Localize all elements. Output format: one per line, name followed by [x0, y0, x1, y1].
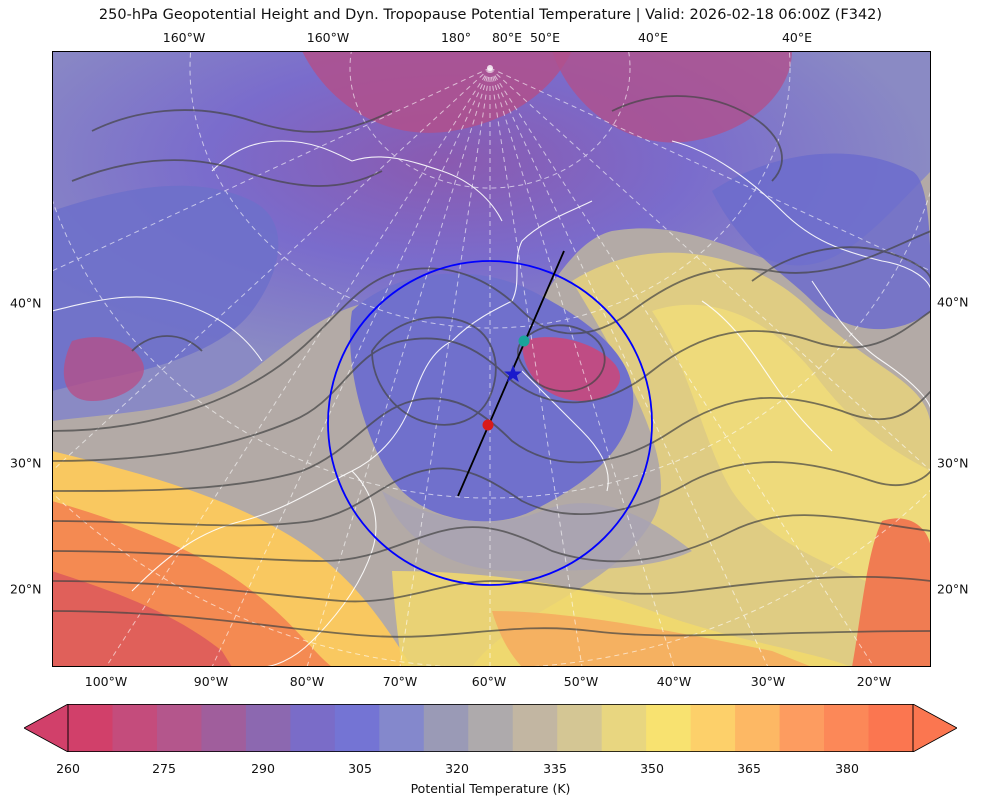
warm-band-east — [472, 252, 931, 667]
colorbar-segment — [156, 704, 203, 752]
colorbar-tick-label: 350 — [640, 761, 664, 776]
pole-marker — [487, 65, 493, 71]
colorbar-frame — [67, 704, 914, 753]
orange-band-south — [492, 611, 812, 667]
colorbar-segment — [557, 704, 603, 752]
map-frame — [52, 51, 931, 667]
warm-band-east-inner — [652, 304, 931, 611]
cold-trough-northeast — [712, 153, 931, 330]
bottom-lon-label: 30°W — [750, 674, 786, 689]
colorbar-segment — [824, 704, 870, 752]
cold-trough-north — [52, 51, 931, 421]
top-lon-label: 40°E — [781, 30, 813, 45]
bottom-lon-label: 70°W — [382, 674, 418, 689]
bottom-lon-label: 80°W — [289, 674, 325, 689]
bottom-lon-label: 40°W — [656, 674, 692, 689]
colorbar-segment — [423, 704, 469, 752]
left-lat-label: 40°N — [10, 295, 42, 311]
colorbar-tick-label: 335 — [543, 761, 567, 776]
colorbar-tick-label: 380 — [835, 761, 859, 776]
colorbar-segment — [468, 704, 514, 752]
colorbar-tick-label: 320 — [445, 761, 469, 776]
top-lon-label: 160°W — [162, 30, 206, 45]
colorbar-tick-label: 275 — [152, 761, 176, 776]
hot-region-southeast — [852, 518, 931, 667]
top-lon-label: 50°E — [529, 30, 561, 45]
top-lon-label: 40°E — [637, 30, 669, 45]
height-contours — [52, 95, 931, 638]
bottom-lon-label: 20°W — [856, 674, 892, 689]
graticule — [52, 51, 931, 667]
colorbar-segment — [68, 704, 114, 752]
colorbar-segment — [735, 704, 781, 752]
colorbar-segment — [245, 704, 291, 752]
cold-core-west — [63, 337, 144, 401]
colorbar-segment — [334, 704, 380, 752]
colorbar-extend-low — [23, 703, 69, 753]
left-lat-label: 20°N — [10, 581, 42, 597]
colorbar-segment — [779, 704, 825, 752]
top-lon-label: 180° — [440, 30, 472, 45]
cold-core-center — [522, 337, 621, 401]
colorbar-tick-label: 290 — [251, 761, 275, 776]
right-lat-label: 40°N — [937, 294, 969, 310]
left-lat-label: 30°N — [10, 455, 42, 471]
star-marker — [504, 365, 522, 382]
top-lon-label: 160°W — [306, 30, 350, 45]
colorbar-tick-label: 365 — [737, 761, 761, 776]
cold-core-north — [302, 51, 572, 133]
right-lat-label: 30°N — [937, 455, 969, 471]
bottom-lon-label: 90°W — [193, 674, 229, 689]
colorbar-segment — [379, 704, 425, 752]
right-lat-label: 20°N — [937, 581, 969, 597]
figure-title: 250-hPa Geopotential Height and Dyn. Tro… — [98, 7, 883, 23]
colorbar-segment — [690, 704, 736, 752]
colorbar-segment — [290, 704, 336, 752]
teal-dot-marker — [518, 335, 530, 347]
colorbar-segment — [201, 704, 247, 752]
hot-region-southwest-core — [52, 571, 232, 667]
red-dot-marker — [482, 419, 494, 431]
colorbar-segment — [112, 704, 158, 752]
colorbar-segment — [512, 704, 558, 752]
colorbar-segment — [868, 704, 914, 752]
colorbar-tick-label: 260 — [56, 761, 80, 776]
colorbar-label: Potential Temperature (K) — [410, 781, 571, 796]
bottom-lon-label: 100°W — [84, 674, 128, 689]
colorbar-segments — [68, 704, 914, 752]
cold-trough-center — [350, 273, 634, 522]
colorbar-extend-high — [912, 703, 958, 753]
colorbar-segment — [646, 704, 692, 752]
map-panel — [52, 51, 931, 667]
bottom-lon-label: 50°W — [563, 674, 599, 689]
colorbar — [23, 703, 958, 753]
colorbar-segment — [601, 704, 647, 752]
bottom-lon-label: 60°W — [471, 674, 507, 689]
range-circle — [327, 260, 653, 586]
top-lon-label: 80°E — [491, 30, 523, 45]
colorbar-tick-label: 305 — [348, 761, 372, 776]
